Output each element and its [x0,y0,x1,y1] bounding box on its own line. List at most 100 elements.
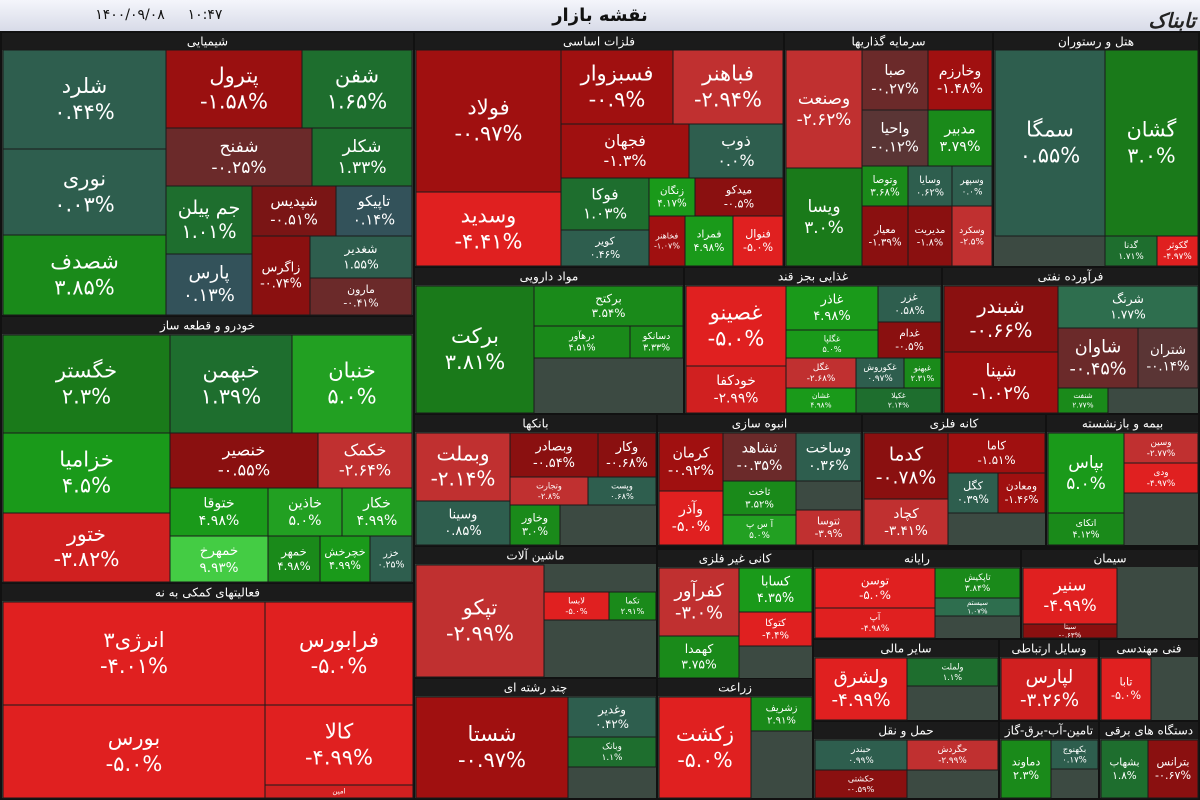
stock-tile [785,285,879,331]
stock-name: خچرخش [324,545,365,559]
stock-tile [267,487,343,537]
stock-tile [567,696,657,738]
stock-tile [317,432,413,489]
stock-change: -۲.۸% [538,491,560,501]
stock-tile [947,472,999,514]
stock-name: کتوکا [765,618,786,629]
stock-tile [309,277,413,316]
sector-title: رایانه [904,552,930,567]
stock-tile [927,109,993,167]
stock-tile [560,123,690,179]
stock-change: ۱.۰۳% [583,204,627,222]
stock-name: شاوان [1075,337,1122,357]
stock-name: وتجارت [536,481,562,491]
stock-name: کاما [987,438,1006,452]
stock-name: دماوند [1012,755,1041,768]
stock-tile [906,739,999,771]
stock-name: گکوثر [1166,240,1189,251]
stock-name: دسانکو [642,331,671,342]
stock-name: زکشت [676,722,734,746]
stock-change: ۳.۵۴% [592,306,626,320]
stock-tile [1156,235,1199,267]
stock-tile [2,148,167,236]
stock-change: -۰.۵۵% [218,461,270,480]
header-date: ۱۴۰۰/۰۹/۰۸ [95,7,165,23]
stock-name: سنیر [1053,576,1087,596]
stock-name: خزر [382,548,399,559]
stock-tile [685,365,787,414]
sector-title: وسایل ارتباطی [1011,642,1086,657]
stock-tile [814,607,936,639]
stock-name: شکلر [342,137,382,157]
stock-change: ۱.۰۷% [967,608,988,616]
stock-tile [934,597,1021,617]
stock-name: تپکو [462,595,498,619]
stock-name: اتکای [1076,518,1097,529]
stock-change: ۲.۱۴% [888,400,909,409]
stock-name: برکت [451,324,499,348]
stock-change: ۴.۹۸% [810,400,831,409]
sector-title-bar [863,415,1045,432]
stock-name: وسکرد [959,226,984,236]
stock-name: کچاد [893,506,919,522]
stock-name: غزر [900,292,918,304]
sector-title: فرآورده نفتی [1038,269,1104,285]
sector-title: کانی غیر فلزی [699,552,772,567]
stock-name: خنصیر [222,440,266,460]
stock-tile [943,285,1059,353]
stock-name: انرژی۳ [103,628,164,652]
sector-title: حمل و نقل [878,724,933,739]
sector-title: سیمان [1093,552,1126,566]
stock-change: -۱.۴۸% [937,81,983,97]
stock-tile [415,432,511,502]
stock-change: -۴.۹۸% [861,624,890,634]
stock-name: شفنح [219,137,258,157]
stock-name: پترول [209,63,258,87]
stock-tile [722,480,797,516]
stock-name: بکهنوج [1063,745,1086,755]
stock-tile [301,49,413,129]
stock-name: فخاهنر [655,232,679,241]
stock-name: غاذر [820,293,844,308]
stock-change: ۴.۹۸% [813,309,850,324]
stock-name: سیستم [967,599,988,607]
stock-change: ۲.۳۱% [911,373,935,383]
stock-name: کسابا [761,575,791,590]
stock-change: ۴.۵۱% [568,343,595,354]
stock-tile [629,325,684,359]
stock-name: شستا [467,722,516,746]
stock-tile [1123,462,1199,494]
stock-change: ۰.۲۵% [378,560,405,571]
stock-name: کالا [325,719,353,743]
stock-change: ۴.۵% [62,474,111,498]
sector-title: کانه فلزی [930,417,979,432]
sector-title-bar [994,33,1198,50]
stock-name: غشان [812,391,830,400]
stock-tile [415,564,545,678]
stock-name: خودکفا [716,373,756,389]
stock-tile [608,591,657,621]
stock-tile [927,49,993,111]
stock-name: فمراد [697,228,722,241]
header-bar [0,0,1200,31]
stock-tile [2,234,167,316]
stock-change: -۰.۶۳% [1059,632,1082,640]
stock-change: ۱.۵۵% [343,258,379,272]
stock-name: آ س پ [746,518,774,530]
stock-change: -۳.۸۲% [54,547,120,571]
stock-tile [658,567,740,637]
stock-name: فولاد [467,95,509,119]
stock-name: شپنا [985,361,1016,382]
stock-name: شنفت [1073,391,1092,400]
stock-change: ۱.۳۳% [337,158,386,178]
stock-change: ۰.۸۵% [444,524,481,539]
stock-name: وکار [615,440,639,455]
stock-change: ۴.۹۸% [277,559,310,573]
stock-tile [169,535,269,583]
sector-title-bar [1000,722,1098,739]
stock-change: ۳.۰% [1127,143,1175,167]
stock-change: ۰.۶۸% [610,491,634,501]
stock-tile [251,235,311,316]
stock-change: -۰.۴۵% [1069,359,1126,379]
